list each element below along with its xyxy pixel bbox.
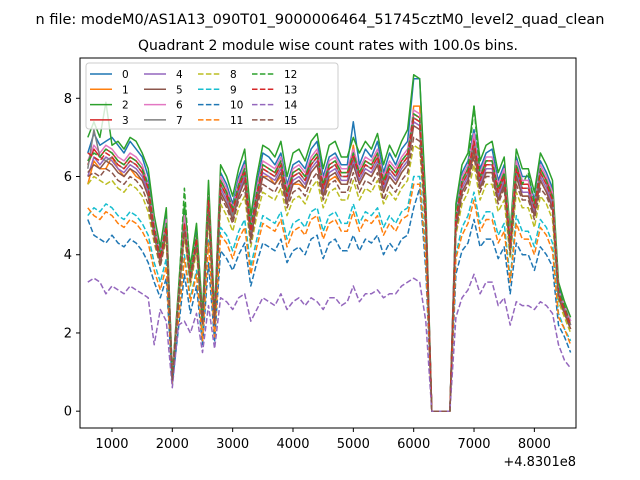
legend-label-6: 6: [176, 100, 183, 112]
legend-label-11: 11: [230, 115, 243, 127]
x-tick-label: 1000: [95, 437, 128, 452]
legend-label-7: 7: [176, 115, 183, 127]
x-tick-label: 8000: [518, 437, 551, 452]
legend-label-10: 10: [230, 100, 243, 112]
legend-label-0: 0: [122, 69, 129, 81]
y-tick-label: 6: [64, 170, 72, 185]
legend-label-2: 2: [122, 100, 129, 112]
legend-label-1: 1: [122, 84, 129, 96]
legend-label-8: 8: [230, 69, 237, 81]
figure-suptitle: n file: modeM0/AS1A13_090T01_9000006464_…: [36, 12, 605, 28]
series-line-15: [87, 136, 572, 412]
x-tick-label: 6000: [397, 437, 430, 452]
series-line-11: [87, 183, 572, 412]
legend-box: [85, 62, 339, 130]
axis-ticks: 1000 2000 3000 4000 5000 6000 7000 8000 0 2 4 6 8: [64, 92, 551, 452]
legend-label-15: 15: [284, 115, 297, 127]
legend-label-9: 9: [230, 84, 237, 96]
series-layer: [87, 74, 572, 412]
x-offset-label: +4.8301e8: [503, 455, 576, 470]
legend-label-5: 5: [176, 84, 183, 96]
plot-area-frame: [79, 57, 577, 429]
series-line-10: [87, 187, 572, 412]
series-line-14: [87, 273, 572, 412]
legend-label-12: 12: [284, 69, 297, 81]
y-tick-label: 8: [64, 92, 72, 107]
x-tick-label: 3000: [216, 437, 249, 452]
x-tick-label: 4000: [276, 437, 309, 452]
chart-title: Quadrant 2 module wise count rates with …: [138, 38, 518, 54]
x-tick-label: 5000: [337, 437, 370, 452]
legend-label-3: 3: [122, 115, 129, 127]
legend-label-4: 4: [176, 69, 183, 81]
legend-label-13: 13: [284, 84, 297, 96]
x-tick-label: 2000: [156, 437, 189, 452]
legend-label-14: 14: [284, 100, 298, 112]
y-tick-label: 4: [64, 248, 72, 263]
y-tick-label: 0: [64, 405, 72, 420]
series-line-12: [87, 105, 572, 412]
y-tick-label: 2: [64, 326, 72, 341]
x-tick-label: 7000: [457, 437, 490, 452]
